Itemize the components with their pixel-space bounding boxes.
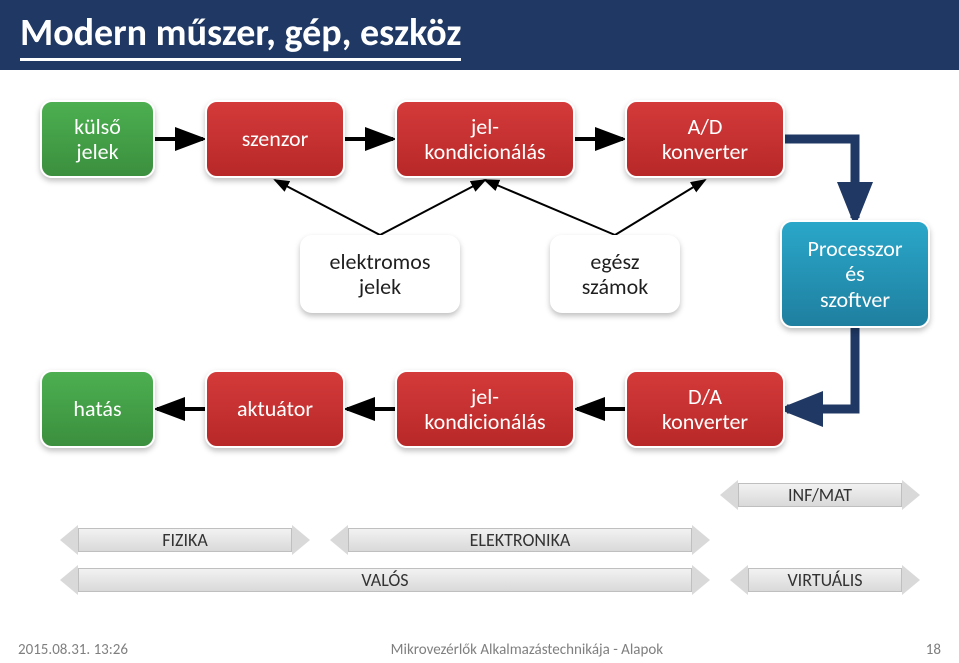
arrow [380, 180, 485, 235]
node-n1: szenzor [205, 100, 345, 178]
bar-inf/mat: INF/MAT [720, 480, 920, 510]
node-n8: aktuátor [205, 370, 345, 448]
node-n3: A/Dkonverter [625, 100, 785, 178]
footer: 2015.08.31. 13:26 Mikrovezérlők Alkalmaz… [0, 641, 959, 659]
node-n4: elektromosjelek [300, 235, 460, 313]
footer-page: 18 [926, 641, 941, 659]
title-bar: Modern műszer, gép, eszköz [0, 0, 959, 70]
node-n6: Processzorésszoftver [780, 220, 930, 328]
bar-label: VIRTUÁLIS [748, 568, 902, 592]
bar-elektronika: ELEKTRONIKA [330, 525, 710, 555]
arrow [615, 180, 705, 235]
footer-center: Mikrovezérlők Alkalmazástechnikája - Ala… [391, 641, 663, 659]
node-n5: egészszámok [550, 235, 680, 313]
node-n2: jel-kondicionálás [395, 100, 575, 178]
node-n7: hatás [40, 370, 155, 448]
arrow [275, 180, 380, 235]
bar-valós: VALÓS [60, 565, 710, 595]
arrow [787, 328, 855, 409]
page-title: Modern műszer, gép, eszköz [20, 10, 461, 61]
node-n0: külsőjelek [40, 100, 155, 178]
arrow [785, 139, 855, 218]
bar-label: INF/MAT [738, 483, 902, 507]
diagram-stage: külsőjelek szenzor jel-kondicionálás A/Dkon… [0, 70, 959, 630]
node-n9: jel-kondicionálás [395, 370, 575, 448]
bar-label: ELEKTRONIKA [348, 528, 692, 552]
bar-label: VALÓS [78, 568, 692, 592]
bar-label: FIZIKA [78, 528, 292, 552]
bar-virtuális: VIRTUÁLIS [730, 565, 920, 595]
bar-fizika: FIZIKA [60, 525, 310, 555]
node-n10: D/Akonverter [625, 370, 785, 448]
footer-date: 2015.08.31. 13:26 [18, 641, 128, 659]
arrow [485, 180, 615, 235]
